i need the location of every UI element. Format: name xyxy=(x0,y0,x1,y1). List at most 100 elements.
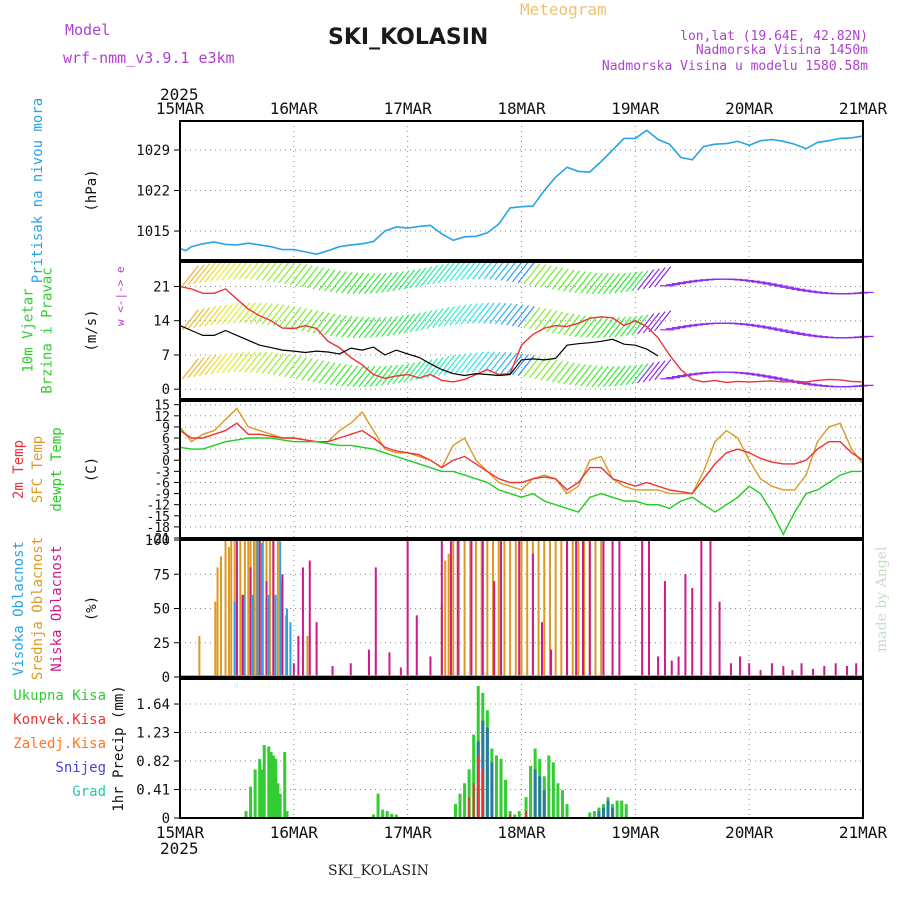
total-precip-bar xyxy=(624,804,628,818)
x-tick-label-bottom: 16MAR xyxy=(270,823,319,842)
mid-cloud-bar xyxy=(216,567,219,677)
wind-barb xyxy=(489,302,507,324)
mid-cloud-bar xyxy=(219,556,222,677)
wind-barb xyxy=(278,262,296,284)
x-tick-label-top: 19MAR xyxy=(611,99,660,118)
mid-cloud-bar xyxy=(227,546,230,677)
y-axis-label: (hPa) xyxy=(84,169,100,211)
mid-cloud-bar xyxy=(486,540,489,677)
low-cloud-bar xyxy=(670,660,673,677)
wind-barb xyxy=(500,352,518,374)
low-cloud-bar xyxy=(800,663,803,677)
low-cloud-bar xyxy=(265,581,268,677)
wind-barb xyxy=(198,262,216,284)
wind-barb xyxy=(546,360,564,382)
wind-barb xyxy=(198,306,216,328)
wind-barb xyxy=(528,357,547,379)
panel-label: Brzina i Pravac xyxy=(40,267,56,393)
mid-cloud-bar xyxy=(447,553,450,677)
wind-barb xyxy=(580,365,598,387)
wind-barb xyxy=(511,305,530,327)
mid-cloud-bar xyxy=(543,540,546,677)
wind-barb xyxy=(648,311,666,333)
wind-barb xyxy=(267,260,285,282)
wind-barb xyxy=(631,270,649,292)
mid-cloud-bar xyxy=(268,540,271,677)
y-tick-label: 0.41 xyxy=(136,783,170,799)
wind-barb xyxy=(318,313,336,335)
wind-barb xyxy=(460,303,478,325)
panel-frame xyxy=(179,400,864,539)
low-cloud-bar xyxy=(663,581,666,677)
total-precip-bar xyxy=(276,783,280,818)
precip-legend-label: Ukupna Kisa xyxy=(13,688,106,704)
wind-barb xyxy=(631,314,649,336)
snow-precip-bar xyxy=(490,762,494,818)
wind-barb xyxy=(272,261,290,283)
wind-barb xyxy=(255,303,273,325)
y-tick-label: 50 xyxy=(153,602,170,618)
low-cloud-bar xyxy=(748,663,751,677)
mid-cloud-bar xyxy=(457,540,460,677)
low-cloud-bar xyxy=(700,540,703,677)
mid-cloud-bar xyxy=(537,540,540,677)
mid-cloud-bar xyxy=(474,540,477,677)
y-tick-label: -3 xyxy=(154,465,170,480)
wind-barb xyxy=(506,304,524,326)
wind-barb xyxy=(585,365,604,387)
y-tick-label: 0 xyxy=(162,670,170,686)
wind-barb xyxy=(631,363,649,385)
wind-barb xyxy=(301,266,319,288)
wind-barb xyxy=(591,365,609,388)
mid-cloud-bar xyxy=(224,540,227,677)
compass-label: w <-|-> e xyxy=(114,266,127,326)
wind-barb xyxy=(500,303,518,325)
wind-barb xyxy=(585,272,604,294)
wind-barb xyxy=(375,365,393,387)
wind-barb xyxy=(637,313,655,335)
wind-barb xyxy=(409,360,427,382)
wind-barb xyxy=(506,353,524,375)
wind-barb xyxy=(375,316,393,338)
wind-barb xyxy=(540,266,558,288)
wind-barb xyxy=(238,351,256,373)
wind-barb xyxy=(244,302,262,324)
mid-cloud-bar xyxy=(198,635,201,677)
wind-barb xyxy=(289,357,308,379)
wind-barb xyxy=(267,353,285,375)
wind-barb xyxy=(289,264,308,286)
y-tick-label: 15 xyxy=(154,399,170,414)
x-tick-label-top: 21MAR xyxy=(839,99,888,118)
y-tick-label: 25 xyxy=(153,636,170,652)
year-top: 2025 xyxy=(160,85,199,104)
total-precip-bar xyxy=(592,811,596,818)
wind-barb xyxy=(267,304,285,326)
wind-barb xyxy=(324,314,342,336)
low-cloud-bar xyxy=(677,656,680,677)
wind-barb xyxy=(312,268,330,290)
total-precip-bar-group xyxy=(244,685,628,818)
conv-precip-bar xyxy=(472,783,475,818)
low-cloud-bar xyxy=(249,567,252,677)
wind-barb xyxy=(466,351,484,373)
wind-barb xyxy=(420,265,438,287)
wind-barb xyxy=(318,269,336,291)
y-tick-label: 6 xyxy=(162,432,170,447)
high-cloud-bar-group xyxy=(233,540,292,677)
temp-2m-line xyxy=(179,422,864,495)
low-cloud-bar xyxy=(581,540,584,677)
total-precip-bar xyxy=(285,811,289,818)
wind-barb xyxy=(363,272,382,295)
y-tick-label: 21 xyxy=(153,279,170,295)
panel-frame xyxy=(179,678,864,819)
mid-cloud-bar xyxy=(230,540,233,677)
x-tick-label-top: 20MAR xyxy=(725,99,774,118)
panel-label: SFC Temp xyxy=(30,436,46,503)
total-precip-bar xyxy=(385,811,389,818)
wind-barb xyxy=(204,261,222,283)
y-tick-label: 1.64 xyxy=(136,697,170,713)
wind-barb xyxy=(534,265,552,287)
wind-barb xyxy=(420,309,438,331)
wind-barb xyxy=(381,271,399,293)
wind-barb xyxy=(591,317,609,339)
